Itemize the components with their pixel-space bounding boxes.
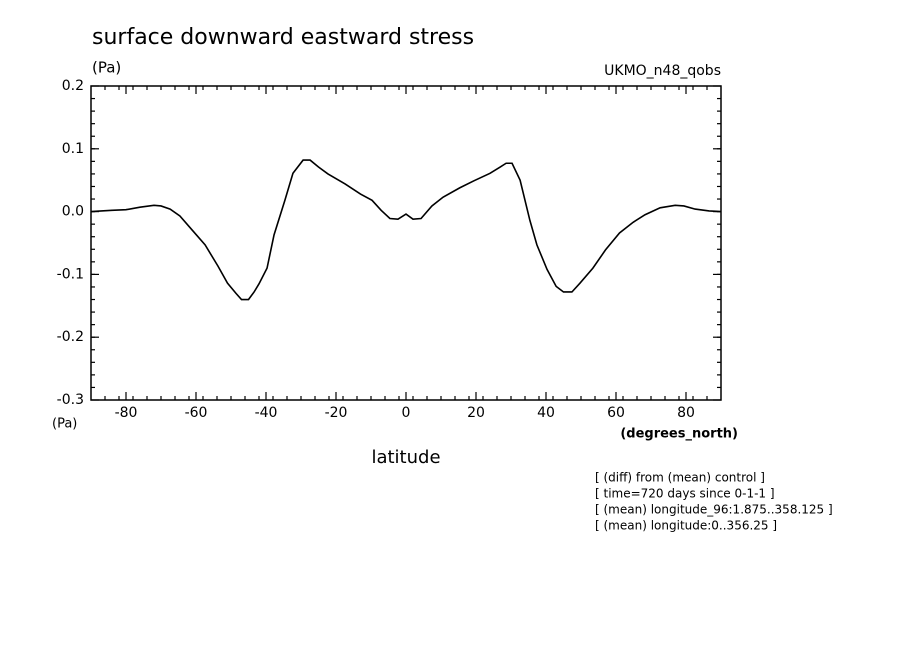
note: [ (mean) longitude_96:1.875..358.125 ]: [595, 503, 833, 517]
y-tick-label: -0.1: [57, 266, 84, 282]
x-tick-label: 20: [467, 405, 485, 421]
x-tick-label: -60: [185, 405, 208, 421]
x-tick-label: 40: [537, 405, 555, 421]
y-tick-label: 0.2: [62, 78, 84, 94]
x-tick-label: -20: [325, 405, 348, 421]
chart-title: surface downward eastward stress: [92, 25, 474, 50]
y-tick-label: 0.0: [62, 204, 84, 220]
x-unit: (degrees_north): [620, 427, 738, 442]
y-tick-label: 0.1: [62, 141, 84, 157]
x-tick-label: 80: [677, 405, 695, 421]
note: [ (diff) from (mean) control ]: [595, 471, 765, 485]
x-axis-label: latitude: [371, 447, 440, 468]
y-unit: (Pa): [92, 59, 121, 77]
note: [ (mean) longitude:0..356.25 ]: [595, 519, 777, 533]
y-tick-label: -0.2: [57, 329, 84, 345]
plot-frame: [90, 85, 722, 401]
x-tick-label: 0: [402, 405, 411, 421]
note: [ time=720 days since 0-1-1 ]: [595, 487, 775, 501]
y-unit: (Pa): [52, 417, 77, 432]
dataset-label: UKMO_n48_qobs: [604, 63, 721, 79]
x-tick-label: 60: [607, 405, 625, 421]
data-line: [90, 159, 722, 301]
x-tick-label: -80: [115, 405, 138, 421]
x-tick-label: -40: [255, 405, 278, 421]
y-tick-label: -0.3: [57, 392, 84, 408]
